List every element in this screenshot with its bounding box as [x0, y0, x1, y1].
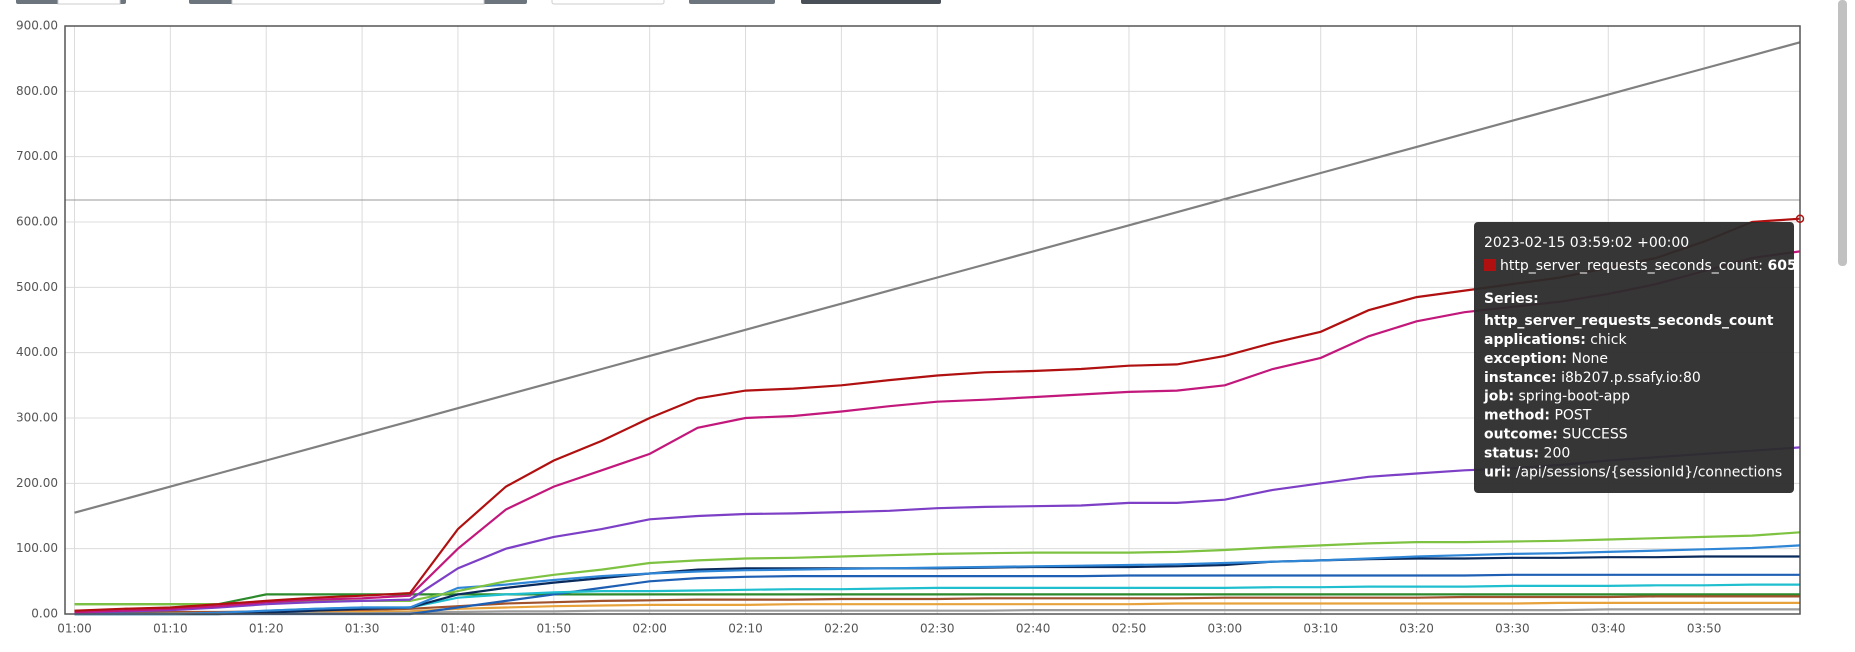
- y-tick-label: 700.00: [16, 149, 58, 163]
- x-tick-label: 01:40: [441, 622, 476, 636]
- metric-name: http_server_requests_seconds_count:: [1500, 258, 1763, 274]
- tooltip-swatch: [1484, 259, 1496, 271]
- y-tick-label: 400.00: [16, 345, 58, 359]
- tooltip-label: outcome: SUCCESS: [1484, 427, 1628, 443]
- label-value: 200: [1544, 445, 1571, 461]
- x-tick-label: 02:00: [632, 622, 667, 636]
- tooltip-series-name: http_server_requests_seconds_count: [1484, 313, 1774, 329]
- tooltip-label: method: POST: [1484, 408, 1592, 424]
- label-value: POST: [1554, 408, 1591, 424]
- x-tick-label: 03:00: [1208, 622, 1243, 636]
- tooltip-box: [1474, 222, 1794, 493]
- series-line: [74, 544, 1801, 616]
- tooltip-label: applications: chick: [1484, 332, 1627, 348]
- tooltip-metric: http_server_requests_seconds_count: 605: [1500, 258, 1797, 274]
- label-key: method:: [1484, 408, 1550, 424]
- toolbar-button[interactable]: [689, 0, 775, 4]
- y-tick-label: 600.00: [16, 215, 58, 229]
- label-key: status:: [1484, 445, 1539, 461]
- x-tick-label: 02:30: [920, 622, 955, 636]
- label-value: SUCCESS: [1562, 427, 1627, 443]
- x-tick-label: 03:50: [1687, 622, 1722, 636]
- series-line: [74, 593, 1800, 606]
- x-tick-label: 03:20: [1399, 622, 1434, 636]
- tooltip-time: 2023-02-15 03:59:02 +00:00: [1484, 235, 1689, 251]
- y-tick-label: 200.00: [16, 476, 58, 490]
- tooltip-label: job: spring-boot-app: [1483, 389, 1630, 405]
- toolbar: [16, 0, 941, 5]
- x-tick-label: 02:20: [824, 622, 859, 636]
- tooltip-label: instance: i8b207.p.ssafy.io:80: [1484, 370, 1701, 386]
- label-value: spring-boot-app: [1519, 389, 1631, 405]
- x-tick-label: 01:20: [249, 622, 284, 636]
- x-tick-label: 02:10: [728, 622, 763, 636]
- series-line: [74, 601, 1800, 616]
- tooltip-heading: Series:: [1484, 291, 1539, 307]
- toolbar-input[interactable]: [57, 0, 121, 5]
- x-tick-label: 02:50: [1112, 622, 1147, 636]
- scrollbar-thumb[interactable]: [1838, 0, 1847, 266]
- tooltip-label: status: 200: [1484, 445, 1570, 461]
- x-tick-label: 01:50: [537, 622, 572, 636]
- y-tick-label: 0.00: [31, 607, 58, 621]
- tooltip-label: uri: /api/sessions/{sessionId}/connectio…: [1484, 464, 1782, 480]
- x-tick-label: 02:40: [1016, 622, 1051, 636]
- label-key: applications:: [1484, 332, 1586, 348]
- plot-border: [64, 25, 1801, 615]
- series-line: [74, 41, 1801, 514]
- hover-point: [1795, 214, 1805, 223]
- toolbar-input[interactable]: [231, 0, 485, 5]
- label-key: instance:: [1484, 370, 1557, 386]
- x-tick-label: 01:10: [153, 622, 188, 636]
- y-tick-label: 300.00: [16, 411, 58, 425]
- x-tick-label: 01:30: [345, 622, 380, 636]
- label-key: uri:: [1484, 464, 1511, 480]
- label-key: exception:: [1484, 351, 1567, 367]
- x-tick-label: 03:40: [1591, 622, 1626, 636]
- toolbar-button[interactable]: [801, 0, 941, 4]
- label-value: None: [1571, 351, 1608, 367]
- label-key: outcome:: [1484, 427, 1558, 443]
- series-line: [74, 595, 1800, 614]
- metric-value: 605: [1767, 258, 1796, 274]
- label-value: chick: [1590, 332, 1627, 348]
- label-value: /api/sessions/{sessionId}/connections: [1516, 464, 1782, 480]
- y-tick-label: 900.00: [16, 19, 58, 33]
- x-tick-label: 03:30: [1495, 622, 1530, 636]
- y-tick-label: 100.00: [16, 541, 58, 555]
- label-value: i8b207.p.ssafy.io:80: [1561, 370, 1701, 386]
- y-tick-label: 500.00: [16, 280, 58, 294]
- y-tick-label: 800.00: [16, 84, 58, 98]
- toolbar-input[interactable]: [551, 0, 665, 5]
- x-tick-label: 01:00: [57, 622, 92, 636]
- label-key: job:: [1483, 389, 1514, 405]
- tooltip-label: exception: None: [1484, 351, 1608, 367]
- x-tick-label: 03:10: [1303, 622, 1338, 636]
- tooltip: 2023-02-15 03:59:02 +00:00 http_server_r…: [1474, 222, 1797, 493]
